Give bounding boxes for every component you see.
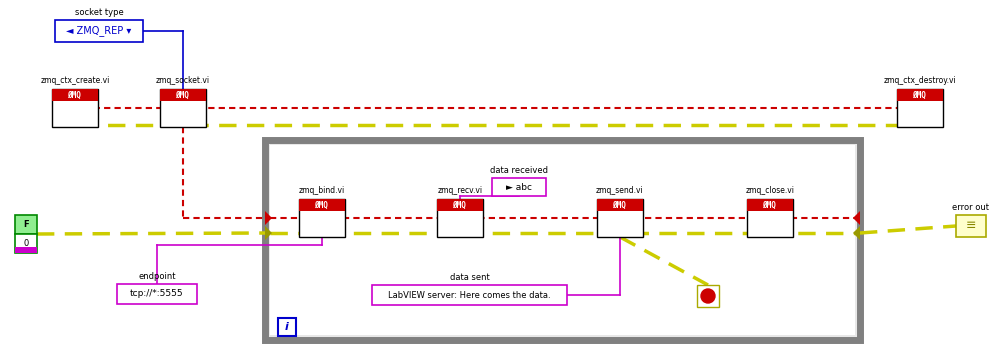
Text: endpoint: endpoint: [139, 272, 176, 281]
Text: 0: 0: [24, 239, 29, 248]
Text: zmq_ctx_destroy.vi: zmq_ctx_destroy.vi: [884, 76, 956, 85]
Bar: [372, 285, 567, 305]
Text: zmq_socket.vi: zmq_socket.vi: [156, 76, 210, 85]
Text: ØMQ: ØMQ: [613, 201, 627, 210]
Bar: [52, 89, 98, 101]
Bar: [52, 89, 98, 127]
Text: data sent: data sent: [449, 273, 489, 282]
Bar: [437, 199, 483, 211]
Text: ► abc: ► abc: [506, 182, 532, 191]
Bar: [437, 199, 483, 237]
Bar: [55, 20, 143, 42]
Polygon shape: [853, 211, 860, 225]
Bar: [15, 215, 37, 234]
Polygon shape: [265, 211, 272, 225]
Text: ≡: ≡: [966, 219, 976, 232]
Text: ØMQ: ØMQ: [68, 90, 82, 100]
Text: ØMQ: ØMQ: [176, 90, 190, 100]
Bar: [160, 89, 206, 127]
Bar: [597, 199, 643, 237]
Polygon shape: [853, 226, 860, 240]
Text: ◄ ZMQ_REP ▾: ◄ ZMQ_REP ▾: [66, 26, 132, 37]
Bar: [747, 199, 793, 237]
Text: zmq_close.vi: zmq_close.vi: [745, 186, 795, 195]
Text: zmq_recv.vi: zmq_recv.vi: [438, 186, 482, 195]
Text: tcp://*:5555: tcp://*:5555: [131, 290, 184, 299]
Bar: [697, 285, 719, 307]
Text: ØMQ: ØMQ: [763, 201, 777, 210]
Bar: [597, 199, 643, 211]
Text: ØMQ: ØMQ: [453, 201, 467, 210]
Bar: [265, 140, 860, 340]
Text: i: i: [285, 322, 289, 332]
Bar: [299, 199, 345, 211]
Text: data received: data received: [490, 166, 548, 175]
Bar: [956, 215, 986, 237]
Text: ØMQ: ØMQ: [913, 90, 927, 100]
Bar: [897, 89, 943, 101]
Bar: [278, 318, 296, 336]
Text: LabVIEW server: Here comes the data.: LabVIEW server: Here comes the data.: [388, 290, 550, 299]
Polygon shape: [265, 226, 272, 240]
Text: zmq_send.vi: zmq_send.vi: [596, 186, 644, 195]
Bar: [15, 247, 37, 253]
Text: error out: error out: [952, 203, 989, 212]
Bar: [15, 234, 37, 253]
Bar: [270, 145, 855, 335]
Bar: [747, 199, 793, 211]
Text: F: F: [23, 220, 29, 229]
Text: ØMQ: ØMQ: [315, 201, 329, 210]
Bar: [160, 89, 206, 101]
Bar: [117, 284, 197, 304]
Text: zmq_ctx_create.vi: zmq_ctx_create.vi: [41, 76, 110, 85]
Bar: [492, 178, 546, 196]
Bar: [299, 199, 345, 237]
Bar: [897, 89, 943, 127]
Circle shape: [701, 289, 715, 303]
Text: zmq_bind.vi: zmq_bind.vi: [299, 186, 346, 195]
Text: socket type: socket type: [74, 8, 124, 17]
